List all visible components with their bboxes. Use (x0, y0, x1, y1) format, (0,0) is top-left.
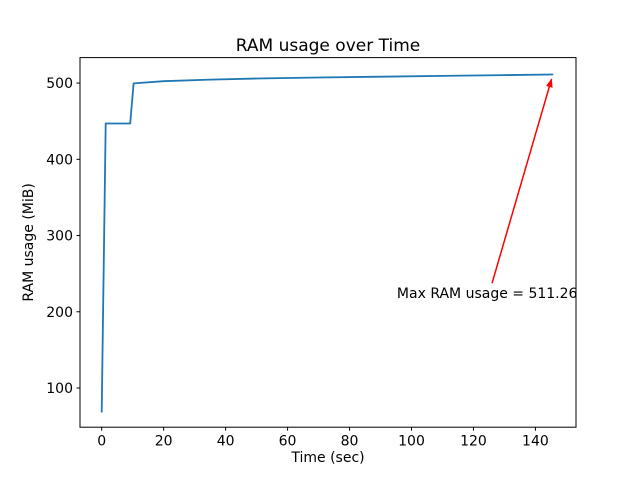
chart-title: RAM usage over Time (236, 36, 420, 56)
y-axis-label: RAM usage (MiB) (21, 183, 37, 301)
svg-text:140: 140 (522, 434, 549, 450)
x-axis-tick-labels: 0 20 40 60 80 100 120 140 (97, 434, 549, 450)
svg-text:80: 80 (341, 434, 359, 450)
x-axis-label: Time (sec) (290, 450, 364, 466)
x-axis-ticks (101, 427, 536, 431)
svg-text:100: 100 (398, 434, 425, 450)
svg-text:400: 400 (46, 152, 73, 168)
plot-frame (79, 57, 577, 428)
svg-text:0: 0 (97, 434, 106, 450)
ram-usage-line (100, 73, 554, 413)
svg-text:120: 120 (460, 434, 487, 450)
svg-text:60: 60 (279, 434, 297, 450)
y-axis-ticks (76, 82, 80, 389)
svg-text:200: 200 (46, 305, 73, 321)
svg-text:300: 300 (46, 229, 73, 245)
annotation-arrow-icon (491, 78, 553, 284)
svg-text:40: 40 (217, 434, 235, 450)
svg-text:20: 20 (155, 434, 173, 450)
max-ram-annotation: Max RAM usage = 511.26 (397, 286, 578, 302)
svg-text:100: 100 (46, 381, 73, 397)
y-axis-tick-labels: 100 200 300 400 500 (46, 76, 73, 397)
svg-text:500: 500 (46, 76, 73, 92)
